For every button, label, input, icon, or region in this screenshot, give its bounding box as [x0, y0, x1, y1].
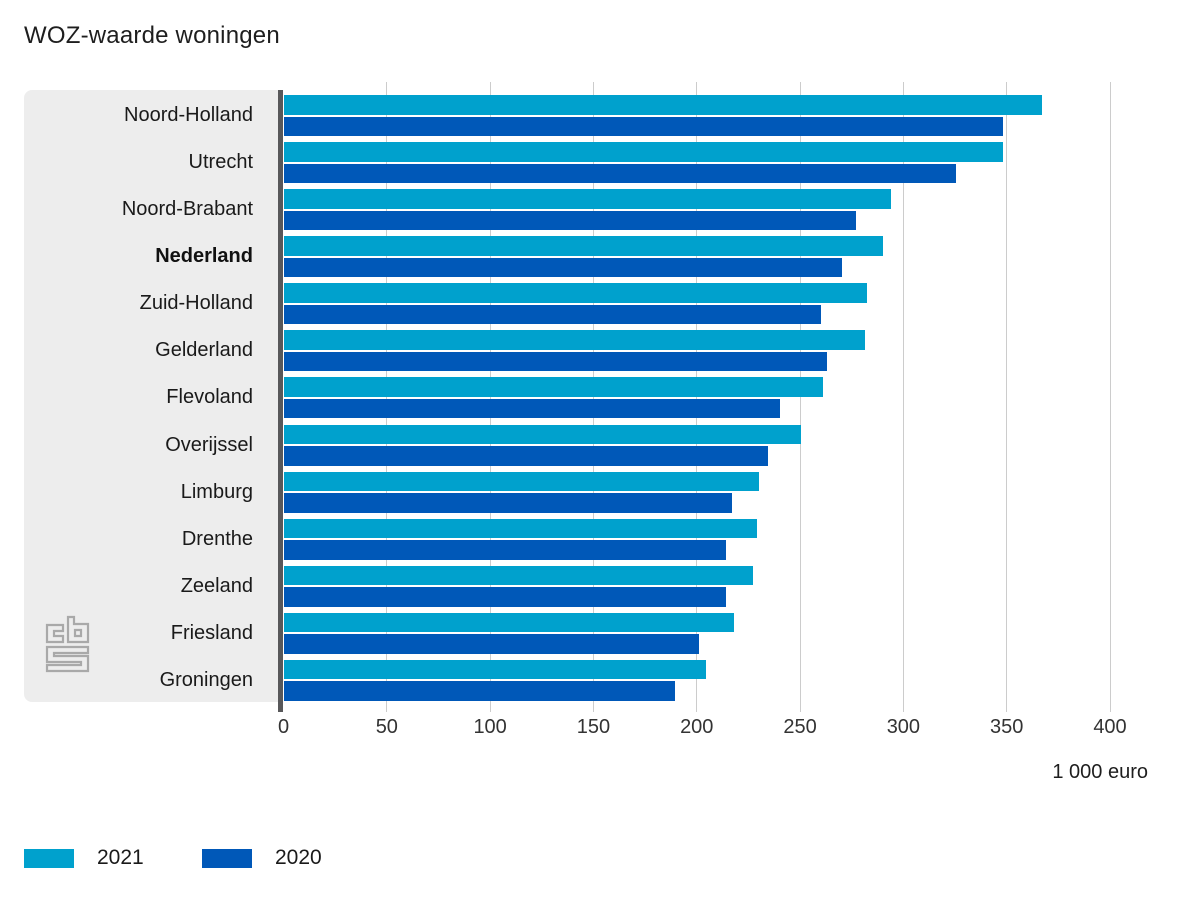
legend-swatch-2021: [24, 848, 74, 868]
category-label-utrecht: Utrecht: [188, 151, 253, 174]
cbs-logo-icon: [45, 615, 90, 673]
bar-zuid-holland-2020: [284, 304, 822, 325]
category-label-nederland: Nederland: [155, 245, 253, 268]
tick-label-400: 400: [1093, 716, 1127, 738]
gridline-350: [1006, 82, 1008, 712]
bar-nederland-2020: [284, 257, 842, 278]
bar-utrecht-2021: [284, 142, 1004, 162]
tick-label-200: 200: [680, 716, 714, 738]
category-label-friesland: Friesland: [170, 621, 253, 644]
bar-zeeland-2020: [284, 587, 727, 607]
gridline-250: [799, 82, 801, 712]
category-label-gelderland: Gelderland: [155, 339, 253, 362]
bar-nederland-2021: [284, 236, 884, 256]
gridline-150: [592, 82, 594, 712]
category-label-drenthe: Drenthe: [181, 527, 253, 550]
bar-overijssel-2021: [284, 424, 801, 445]
axis-unit-label: 1 000 euro: [1052, 761, 1148, 783]
category-label-noord-holland: Noord-Holland: [124, 104, 253, 126]
tick-label-0: 0: [277, 716, 290, 738]
category-label-noord-brabant: Noord-Brabant: [121, 198, 253, 221]
bar-flevoland-2021: [284, 377, 824, 397]
tick-label-350: 350: [990, 716, 1024, 738]
category-label-limburg: Limburg: [180, 480, 253, 503]
bar-zeeland-2021: [284, 565, 754, 586]
bar-drenthe-2020: [284, 540, 727, 560]
legend-label-2020: 2020: [275, 846, 322, 869]
gridline-50: [386, 82, 388, 712]
tick-label-50: 50: [375, 716, 398, 738]
legend-label-2021: 2021: [97, 846, 144, 869]
tick-label-250: 250: [783, 716, 817, 738]
bar-noord-brabant-2020: [284, 210, 857, 231]
category-label-flevoland: Flevoland: [166, 386, 253, 409]
category-label-zuid-holland: Zuid-Holland: [139, 292, 253, 315]
bar-friesland-2021: [284, 612, 735, 633]
page-title: WOZ-waarde woningen: [24, 22, 280, 49]
bar-utrecht-2020: [284, 163, 956, 184]
bar-noord-holland-2021: [284, 95, 1043, 115]
category-label-overijssel: Overijssel: [165, 433, 253, 456]
bar-noord-brabant-2021: [284, 189, 892, 209]
bar-groningen-2021: [284, 659, 706, 680]
gridline-100: [489, 82, 491, 712]
tick-label-150: 150: [576, 716, 611, 738]
bar-drenthe-2021: [284, 518, 758, 539]
bar-groningen-2020: [284, 681, 675, 701]
legend-item-2020: 2020: [202, 846, 322, 870]
gridline-300: [902, 82, 904, 712]
gridline-400: [1109, 82, 1111, 712]
bar-limburg-2021: [284, 471, 760, 492]
legend: 2021 2020: [0, 846, 1200, 870]
category-label-zeeland: Zeeland: [180, 574, 253, 597]
category-label-panel: Noord-Holland Utrecht Noord-Brabant Nederla…: [24, 90, 278, 702]
gridline-200: [696, 82, 698, 712]
bar-limburg-2020: [284, 493, 733, 513]
category-label-groningen: Groningen: [159, 668, 253, 691]
bar-noord-holland-2020: [284, 116, 1004, 136]
bar-gelderland-2020: [284, 351, 828, 372]
zero-axis-line: [278, 90, 283, 712]
bar-overijssel-2020: [284, 446, 768, 466]
bar-zuid-holland-2021: [284, 283, 867, 303]
tick-label-100: 100: [473, 716, 507, 738]
bar-friesland-2020: [284, 634, 700, 654]
bar-gelderland-2021: [284, 330, 865, 350]
tick-label-300: 300: [886, 716, 921, 738]
bar-flevoland-2020: [284, 398, 780, 419]
legend-item-2021: 2021: [24, 846, 144, 870]
legend-swatch-2020: [202, 848, 252, 868]
